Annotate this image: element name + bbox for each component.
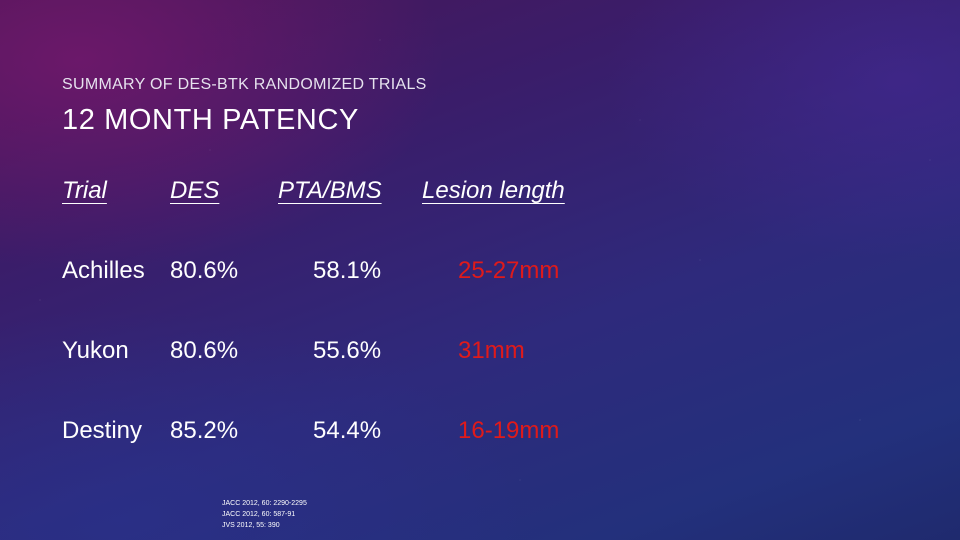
- row-pta-bms: 58.1%: [313, 257, 382, 284]
- slide-title: 12 MONTH PATENCY: [62, 104, 359, 136]
- slide-subtitle: SUMMARY OF DES-BTK RANDOMIZED TRIALS: [62, 76, 427, 93]
- header-pta-bms: PTA/BMS: [278, 177, 382, 204]
- references: JACC 2012, 60: 2290-2295 JACC 2012, 60: …: [222, 498, 307, 531]
- row-trial: Yukon: [62, 337, 129, 364]
- row-lesion-length: 31mm: [458, 337, 525, 364]
- row-pta-bms: 54.4%: [313, 417, 382, 444]
- row-des: 85.2%: [170, 417, 239, 444]
- row-lesion-length: 16-19mm: [458, 417, 560, 444]
- reference-citation: JACC 2012, 60: 587-91: [222, 511, 296, 518]
- reference-citation: JACC 2012, 60: 2290-2295: [222, 500, 307, 507]
- header-lesion-length: Lesion length: [422, 177, 565, 204]
- row-trial: Destiny: [62, 417, 143, 444]
- row-lesion-length: 25-27mm: [458, 257, 560, 284]
- header-des: DES: [170, 177, 220, 204]
- row-des: 80.6%: [170, 337, 239, 364]
- row-des: 80.6%: [170, 257, 239, 284]
- row-trial: Achilles: [62, 257, 145, 284]
- row-pta-bms: 55.6%: [313, 337, 382, 364]
- reference-citation: JVS 2012, 55: 390: [222, 522, 280, 529]
- header-trial: Trial: [62, 177, 107, 204]
